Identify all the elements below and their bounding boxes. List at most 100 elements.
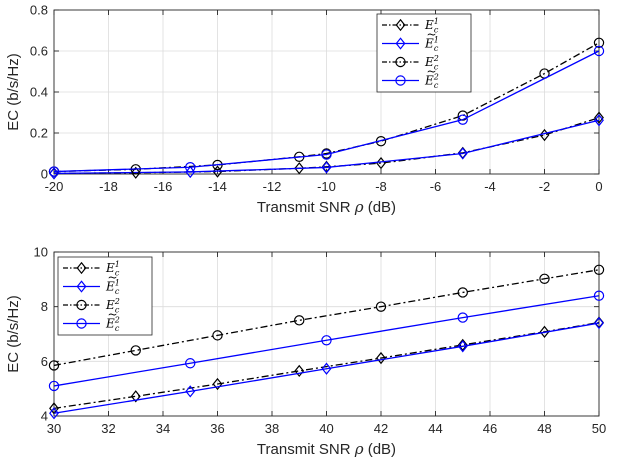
data-point: [539, 325, 550, 338]
series-line: [53, 321, 600, 409]
data-point: [48, 360, 60, 371]
tilde-accent: ~: [427, 65, 437, 79]
x-tick-label: 36: [210, 421, 224, 436]
data-point: [212, 165, 223, 178]
tilde-accent: ~: [427, 28, 437, 42]
data-point: [212, 330, 223, 341]
series-line: [53, 295, 600, 387]
legend-marker: [395, 37, 406, 50]
y-tick-label: 6: [41, 354, 48, 369]
x-tick-label: 0: [595, 179, 602, 194]
data-point: [48, 380, 60, 392]
data-point: [294, 162, 305, 175]
data-point: [185, 385, 196, 398]
x-tick-label: 46: [483, 421, 497, 436]
data-point: [130, 345, 141, 356]
legend-marker: [76, 261, 87, 275]
y-tick-label: 10: [34, 245, 48, 260]
x-tick-label: -16: [154, 179, 173, 194]
legend-marker: [76, 318, 87, 329]
legend-label: E2 c: [105, 316, 120, 334]
data-point: [49, 402, 59, 415]
data-point: [457, 338, 468, 352]
legend-label: E1 c: [105, 260, 120, 278]
data-point: [593, 37, 605, 49]
data-point: [321, 161, 332, 174]
legend-label: E1 c: [424, 17, 439, 35]
legend-marker: [76, 299, 87, 311]
x-tick-label: 32: [101, 421, 115, 436]
y-axis-label: EC (b/s/Hz): [5, 295, 22, 373]
legend-entry: E1 c: [63, 260, 120, 278]
legend-entry: E2 c: [63, 297, 120, 315]
data-point: [49, 407, 59, 420]
data-point: [321, 149, 332, 160]
data-point: [130, 166, 141, 179]
legend-entry: E1 c~: [382, 28, 439, 54]
x-tick-label: -12: [263, 179, 282, 194]
y-tick-label: 0.2: [30, 126, 48, 141]
legend-label: E2 c: [424, 73, 439, 91]
x-tick-label: -10: [317, 179, 336, 194]
data-point: [593, 290, 605, 301]
series-line: [53, 322, 600, 414]
data-point: [294, 364, 305, 378]
x-tick-label: 30: [47, 421, 61, 436]
legend-label: E1 c: [105, 279, 120, 297]
x-tick-label: 40: [319, 421, 333, 436]
y-tick-label: 0: [41, 167, 48, 182]
x-tick-label: -18: [99, 179, 118, 194]
data-point: [185, 162, 196, 173]
x-tick-label: 42: [374, 421, 388, 436]
x-axis-label: Transmit SNR ρ (dB): [257, 198, 396, 216]
x-axis-label: Transmit SNR ρ (dB): [257, 440, 396, 458]
data-point: [321, 335, 332, 346]
y-tick-label: 4: [41, 409, 48, 424]
series-4: [48, 45, 605, 177]
data-point: [48, 166, 60, 177]
y-tick-label: 0.8: [30, 3, 48, 18]
x-tick-label: 34: [156, 421, 170, 436]
data-point: [457, 287, 468, 298]
data-point: [594, 316, 604, 330]
legend-entry: E2 c~: [382, 65, 439, 91]
legend-box: [57, 256, 153, 336]
x-tick-label: -8: [375, 179, 387, 194]
y-tick-label: 8: [41, 299, 48, 314]
x-tick-label: 48: [537, 421, 551, 436]
legend: E1 cE1 c~E2 cE2 c~: [57, 256, 153, 336]
legend-entry: E2 c: [382, 54, 439, 72]
x-tick-label: -14: [208, 179, 227, 194]
x-tick-label: -2: [539, 179, 551, 194]
data-point: [185, 165, 196, 179]
data-point: [593, 264, 605, 275]
data-point: [294, 315, 305, 326]
data-point: [130, 390, 141, 403]
x-tick-label: -20: [45, 179, 64, 194]
legend-label: E2 c: [105, 297, 120, 315]
series-line: [53, 269, 600, 367]
data-point: [457, 147, 468, 160]
data-point: [594, 114, 604, 127]
x-tick-label: 50: [592, 421, 606, 436]
series-line: [53, 119, 600, 175]
data-point: [212, 377, 223, 391]
y-tick-label: 0.4: [30, 85, 48, 100]
x-tick-label: 44: [428, 421, 442, 436]
series-line: [53, 50, 600, 173]
data-point: [457, 340, 468, 353]
legend-label: E2 c: [424, 54, 439, 72]
top-chart: -20 -18 -16 -14 -12 -10 -8 -6 -4 -2 000.20.40.60.8…: [5, 3, 605, 216]
series-2: [49, 316, 604, 420]
y-tick-label: 0.6: [30, 44, 48, 59]
legend-marker: [76, 280, 87, 293]
data-point: [185, 358, 196, 369]
series-3: [48, 264, 605, 371]
series-2: [49, 114, 604, 180]
tilde-accent: ~: [108, 308, 118, 322]
x-tick-label: -6: [430, 179, 442, 194]
data-point: [594, 111, 604, 124]
legend-label: E1 c: [424, 36, 439, 54]
